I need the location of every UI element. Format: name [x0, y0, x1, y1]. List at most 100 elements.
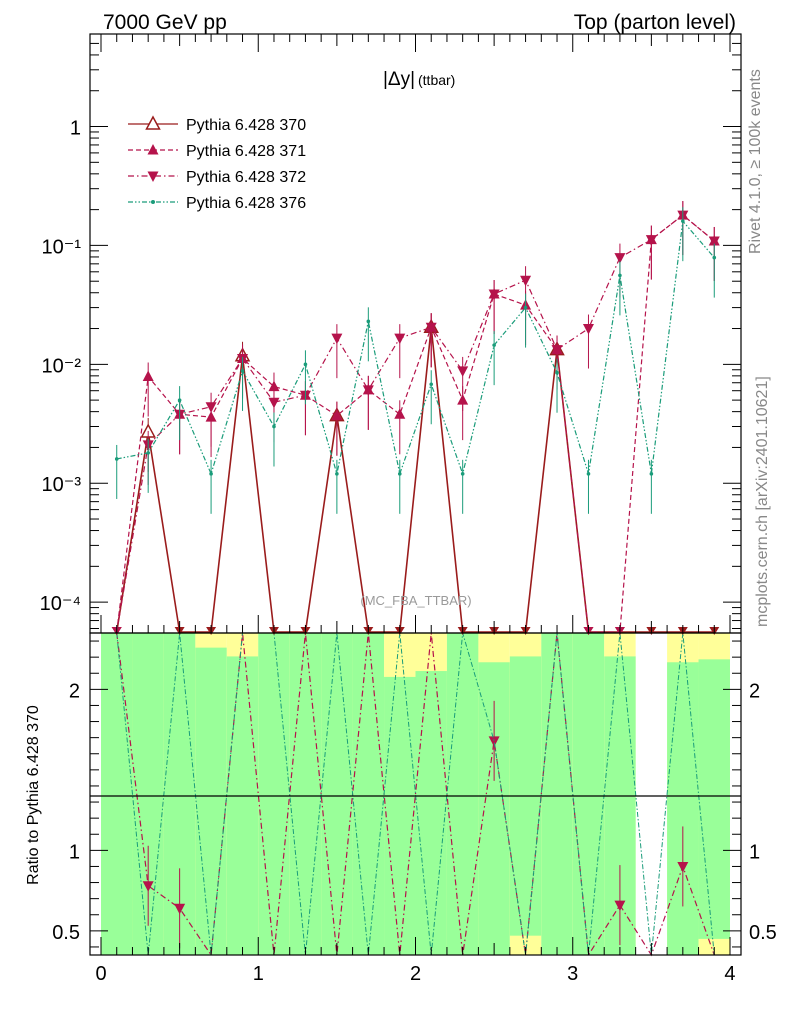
y-tick-label: 10⁻²	[42, 355, 82, 377]
ratio-band-green	[195, 647, 227, 955]
series-line-0	[115, 327, 715, 633]
ratio-point	[677, 861, 689, 873]
series-point	[209, 472, 213, 476]
ratio-band-green	[226, 656, 259, 955]
series-point	[272, 424, 276, 429]
series-point	[362, 385, 374, 396]
ratio-point	[488, 736, 500, 747]
series-point	[146, 451, 150, 455]
series-line-3	[116, 219, 715, 477]
series-point	[268, 397, 280, 409]
main-series-lines	[111, 201, 720, 635]
ratio-point	[142, 881, 154, 892]
ratio-band-green	[572, 633, 605, 955]
series-point	[555, 370, 559, 375]
ratio-band-green	[352, 633, 385, 955]
legend-label: Pythia 6.428 370	[186, 117, 306, 134]
series-point	[645, 235, 657, 246]
ratio-band-green	[258, 633, 290, 955]
analysis-watermark: (MC_FBA_TTBAR)	[360, 593, 471, 608]
series-point	[142, 370, 154, 381]
legend-marker	[147, 144, 159, 155]
series-point	[614, 253, 626, 264]
x-tick-label: 2	[410, 963, 421, 985]
ratio-band-green	[101, 633, 133, 955]
ratio-band-green	[415, 671, 447, 955]
side-label-rivet: Rivet 4.1.0, ≥ 100k events	[747, 69, 764, 254]
series-point	[331, 333, 343, 345]
ratio-y-tick-label: 2	[69, 680, 80, 702]
series-point	[303, 362, 308, 367]
header-left: 7000 GeV pp	[103, 11, 227, 34]
side-label-mcplots: mcplots.cern.ch [arXiv:2401.10621]	[754, 376, 771, 627]
series-point	[586, 472, 591, 476]
ratio-y-tick-label-right: 1	[749, 841, 760, 863]
x-tick-label: 0	[95, 963, 106, 985]
plot-title: |Δy|	[383, 69, 415, 90]
series-point	[523, 305, 528, 310]
series-point	[520, 275, 532, 287]
series-line-1	[116, 214, 715, 633]
x-tick-label: 1	[253, 963, 264, 985]
ratio-band-green	[321, 633, 353, 955]
y-tick-label: 10⁻⁴	[40, 593, 81, 615]
series-point	[618, 273, 622, 278]
ratio-band-green	[384, 676, 416, 955]
ratio-line-teal	[116, 632, 715, 956]
series-point	[397, 472, 402, 476]
axis-tick-labels: 10⁻⁴ 10⁻³ 10⁻² 10⁻¹ 1 0.5 0.5 1 1 2 2 0 1 2 3 4	[40, 118, 777, 985]
ratio-line-0	[116, 632, 715, 957]
ratio-y-tick-label: 0.5	[52, 922, 80, 944]
series-point	[681, 219, 685, 223]
series-line-2	[116, 214, 715, 633]
series-point	[335, 472, 339, 476]
legend-label: Pythia 6.428 371	[186, 143, 306, 160]
ratio-y-tick-label: 1	[69, 841, 80, 863]
series-point	[649, 472, 654, 476]
x-tick-label: 4	[724, 963, 735, 985]
plot-title-suffix: (ttbar)	[418, 72, 455, 88]
series-point	[712, 255, 717, 260]
series-point	[457, 366, 469, 377]
series-point	[488, 289, 500, 301]
ratio-band-green	[667, 662, 699, 955]
y-tick-label: 10⁻¹	[42, 236, 82, 258]
x-tick-label: 3	[567, 963, 578, 985]
y-tick-label: 1	[70, 118, 81, 140]
series-point	[492, 343, 496, 347]
header-right: Top (parton level)	[574, 11, 736, 34]
ratio-series-lines	[116, 632, 715, 957]
legend-marker	[147, 171, 159, 182]
ratio-band-green	[698, 659, 730, 939]
ratio-band-green	[446, 633, 479, 955]
ratio-y-tick-label-right: 2	[749, 680, 760, 702]
series-point	[394, 408, 406, 419]
series-point	[708, 236, 720, 247]
series-point	[268, 380, 280, 392]
series-point	[394, 333, 406, 345]
series-point	[551, 345, 563, 356]
ratio-y-axis-label: Ratio to Pythia 6.428 370	[25, 705, 42, 885]
ratio-y-tick-label-right: 0.5	[749, 922, 777, 944]
series-point	[205, 402, 217, 413]
ratio-point	[174, 903, 186, 915]
ratio-point	[614, 900, 626, 912]
series-point	[240, 369, 245, 373]
ratio-band-green	[289, 633, 322, 955]
legend-label: Pythia 6.428 376	[186, 195, 306, 212]
legend-marker	[151, 200, 155, 204]
series-point	[114, 457, 119, 461]
series-point	[425, 322, 437, 334]
axis-ticks	[90, 33, 741, 955]
series-point	[331, 409, 343, 421]
series-point	[366, 319, 371, 324]
series-point	[429, 382, 434, 387]
y-tick-label: 10⁻³	[42, 474, 82, 496]
legend: Pythia 6.428 370 Pythia 6.428 371 Pythia 6…	[128, 115, 306, 212]
series-point	[177, 398, 182, 402]
ratio-band-green	[541, 633, 573, 955]
legend-label: Pythia 6.428 372	[186, 169, 306, 186]
series-point	[582, 324, 594, 335]
series-point	[460, 472, 465, 476]
